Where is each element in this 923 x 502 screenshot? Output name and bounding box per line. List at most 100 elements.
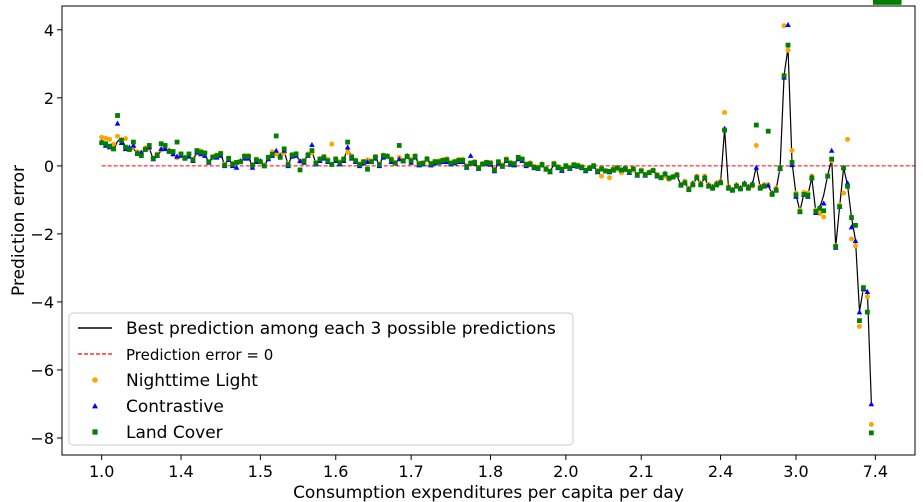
land-cover-point (654, 172, 660, 178)
y-tick-label: −8 (30, 429, 54, 448)
contrastive-point (130, 142, 137, 148)
nighttime-light-point (841, 190, 847, 196)
nighttime-light-point (599, 173, 605, 179)
land-cover-point (789, 160, 795, 165)
land-cover-point (250, 162, 255, 168)
land-cover-point (254, 157, 259, 163)
land-cover-point (587, 165, 593, 171)
land-cover-point (321, 154, 327, 160)
land-cover-point (150, 155, 156, 161)
x-axis-label: Consumption expenditures per capita per … (293, 483, 684, 502)
legend-item: Nighttime Light (92, 371, 258, 391)
land-cover-point (313, 160, 319, 166)
land-cover-point (785, 42, 791, 48)
land-cover-point (226, 155, 232, 161)
plot-frame (61, 5, 916, 456)
contrastive-point (233, 164, 240, 170)
land-cover-point (813, 209, 819, 214)
land-cover-point (607, 168, 612, 174)
land-cover-point (805, 192, 811, 198)
land-cover-point (111, 146, 116, 152)
land-cover-point (420, 160, 426, 166)
nighttime-light-point (115, 133, 121, 139)
land-cover-point (515, 154, 521, 160)
land-cover-point (777, 165, 783, 171)
land-cover-point (503, 157, 509, 163)
contrastive-point (158, 146, 164, 152)
land-cover-point (710, 185, 716, 191)
land-cover-point (317, 156, 323, 162)
y-tick-label: 2 (44, 89, 54, 108)
land-cover-point (206, 159, 212, 165)
land-cover-point (507, 160, 513, 166)
land-cover-point (198, 149, 204, 155)
contrastive-point (344, 144, 351, 150)
nighttime-light-point (852, 243, 858, 249)
land-cover-point (853, 222, 858, 228)
land-cover-point (218, 151, 224, 157)
nighttime-light-point (345, 149, 351, 155)
land-cover-point (817, 205, 823, 211)
nighttime-light-point (856, 323, 862, 329)
contrastive-point (297, 157, 303, 164)
x-tick-label: 1.0 (89, 462, 114, 481)
nighttime-light-point (849, 236, 855, 242)
land-cover-point (670, 174, 676, 180)
nighttime-light-point (821, 214, 827, 220)
land-cover-point (797, 209, 803, 215)
land-cover-point (511, 161, 517, 167)
land-cover-point (162, 143, 168, 148)
land-cover-point (99, 140, 105, 146)
land-cover-point (662, 171, 668, 177)
land-cover-point (269, 151, 275, 157)
land-cover-point (373, 154, 378, 160)
land-cover-point (864, 309, 870, 315)
contrastive-point (114, 120, 121, 126)
contrastive-point (828, 147, 835, 153)
land-cover-point (690, 182, 696, 188)
land-cover-point (745, 185, 751, 191)
legend-triangle-swatch (92, 403, 98, 409)
land-cover-point (194, 148, 200, 153)
land-cover-point (674, 172, 680, 178)
contrastive-point (765, 182, 772, 188)
contrastive-point (202, 152, 208, 158)
land-cover-point (638, 168, 644, 174)
x-tick-label: 2.0 (553, 462, 578, 481)
land-cover-point (567, 165, 573, 171)
land-cover-point (154, 152, 160, 158)
land-cover-point (892, 0, 898, 5)
land-cover-point (305, 152, 311, 158)
x-tick-label: 3.0 (783, 462, 808, 481)
nighttime-light-point (122, 136, 128, 142)
land-cover-point (611, 167, 616, 173)
land-cover-point (658, 175, 664, 181)
land-cover-point (738, 186, 743, 192)
nighttime-light-point (789, 148, 795, 154)
land-cover-point (761, 183, 767, 189)
x-tick-label: 2.1 (629, 462, 654, 481)
y-tick-label: 0 (44, 157, 54, 176)
land-cover-point (333, 156, 339, 162)
land-cover-point (622, 166, 628, 171)
contrastive-point (868, 401, 875, 407)
land-cover-point (686, 187, 692, 193)
contrastive-point (848, 224, 855, 230)
land-cover-point (329, 162, 335, 167)
land-cover-point (619, 167, 624, 173)
contrastive-point (364, 158, 371, 165)
land-cover-point (127, 147, 132, 152)
contrastive-point (467, 152, 474, 158)
legend-item: Best prediction among each 3 possible pr… (78, 319, 556, 339)
land-cover-point (345, 139, 351, 145)
land-cover-point (408, 158, 414, 164)
land-cover-point (123, 144, 128, 150)
land-cover-point (734, 183, 739, 189)
land-cover-point (380, 153, 386, 159)
land-cover-point (575, 163, 581, 169)
nighttime-light-point (868, 421, 874, 427)
x-tick-label: 1.4 (168, 462, 193, 481)
nighttime-light-point (607, 175, 613, 181)
land-cover-point (146, 143, 152, 148)
land-cover-point (563, 163, 569, 169)
